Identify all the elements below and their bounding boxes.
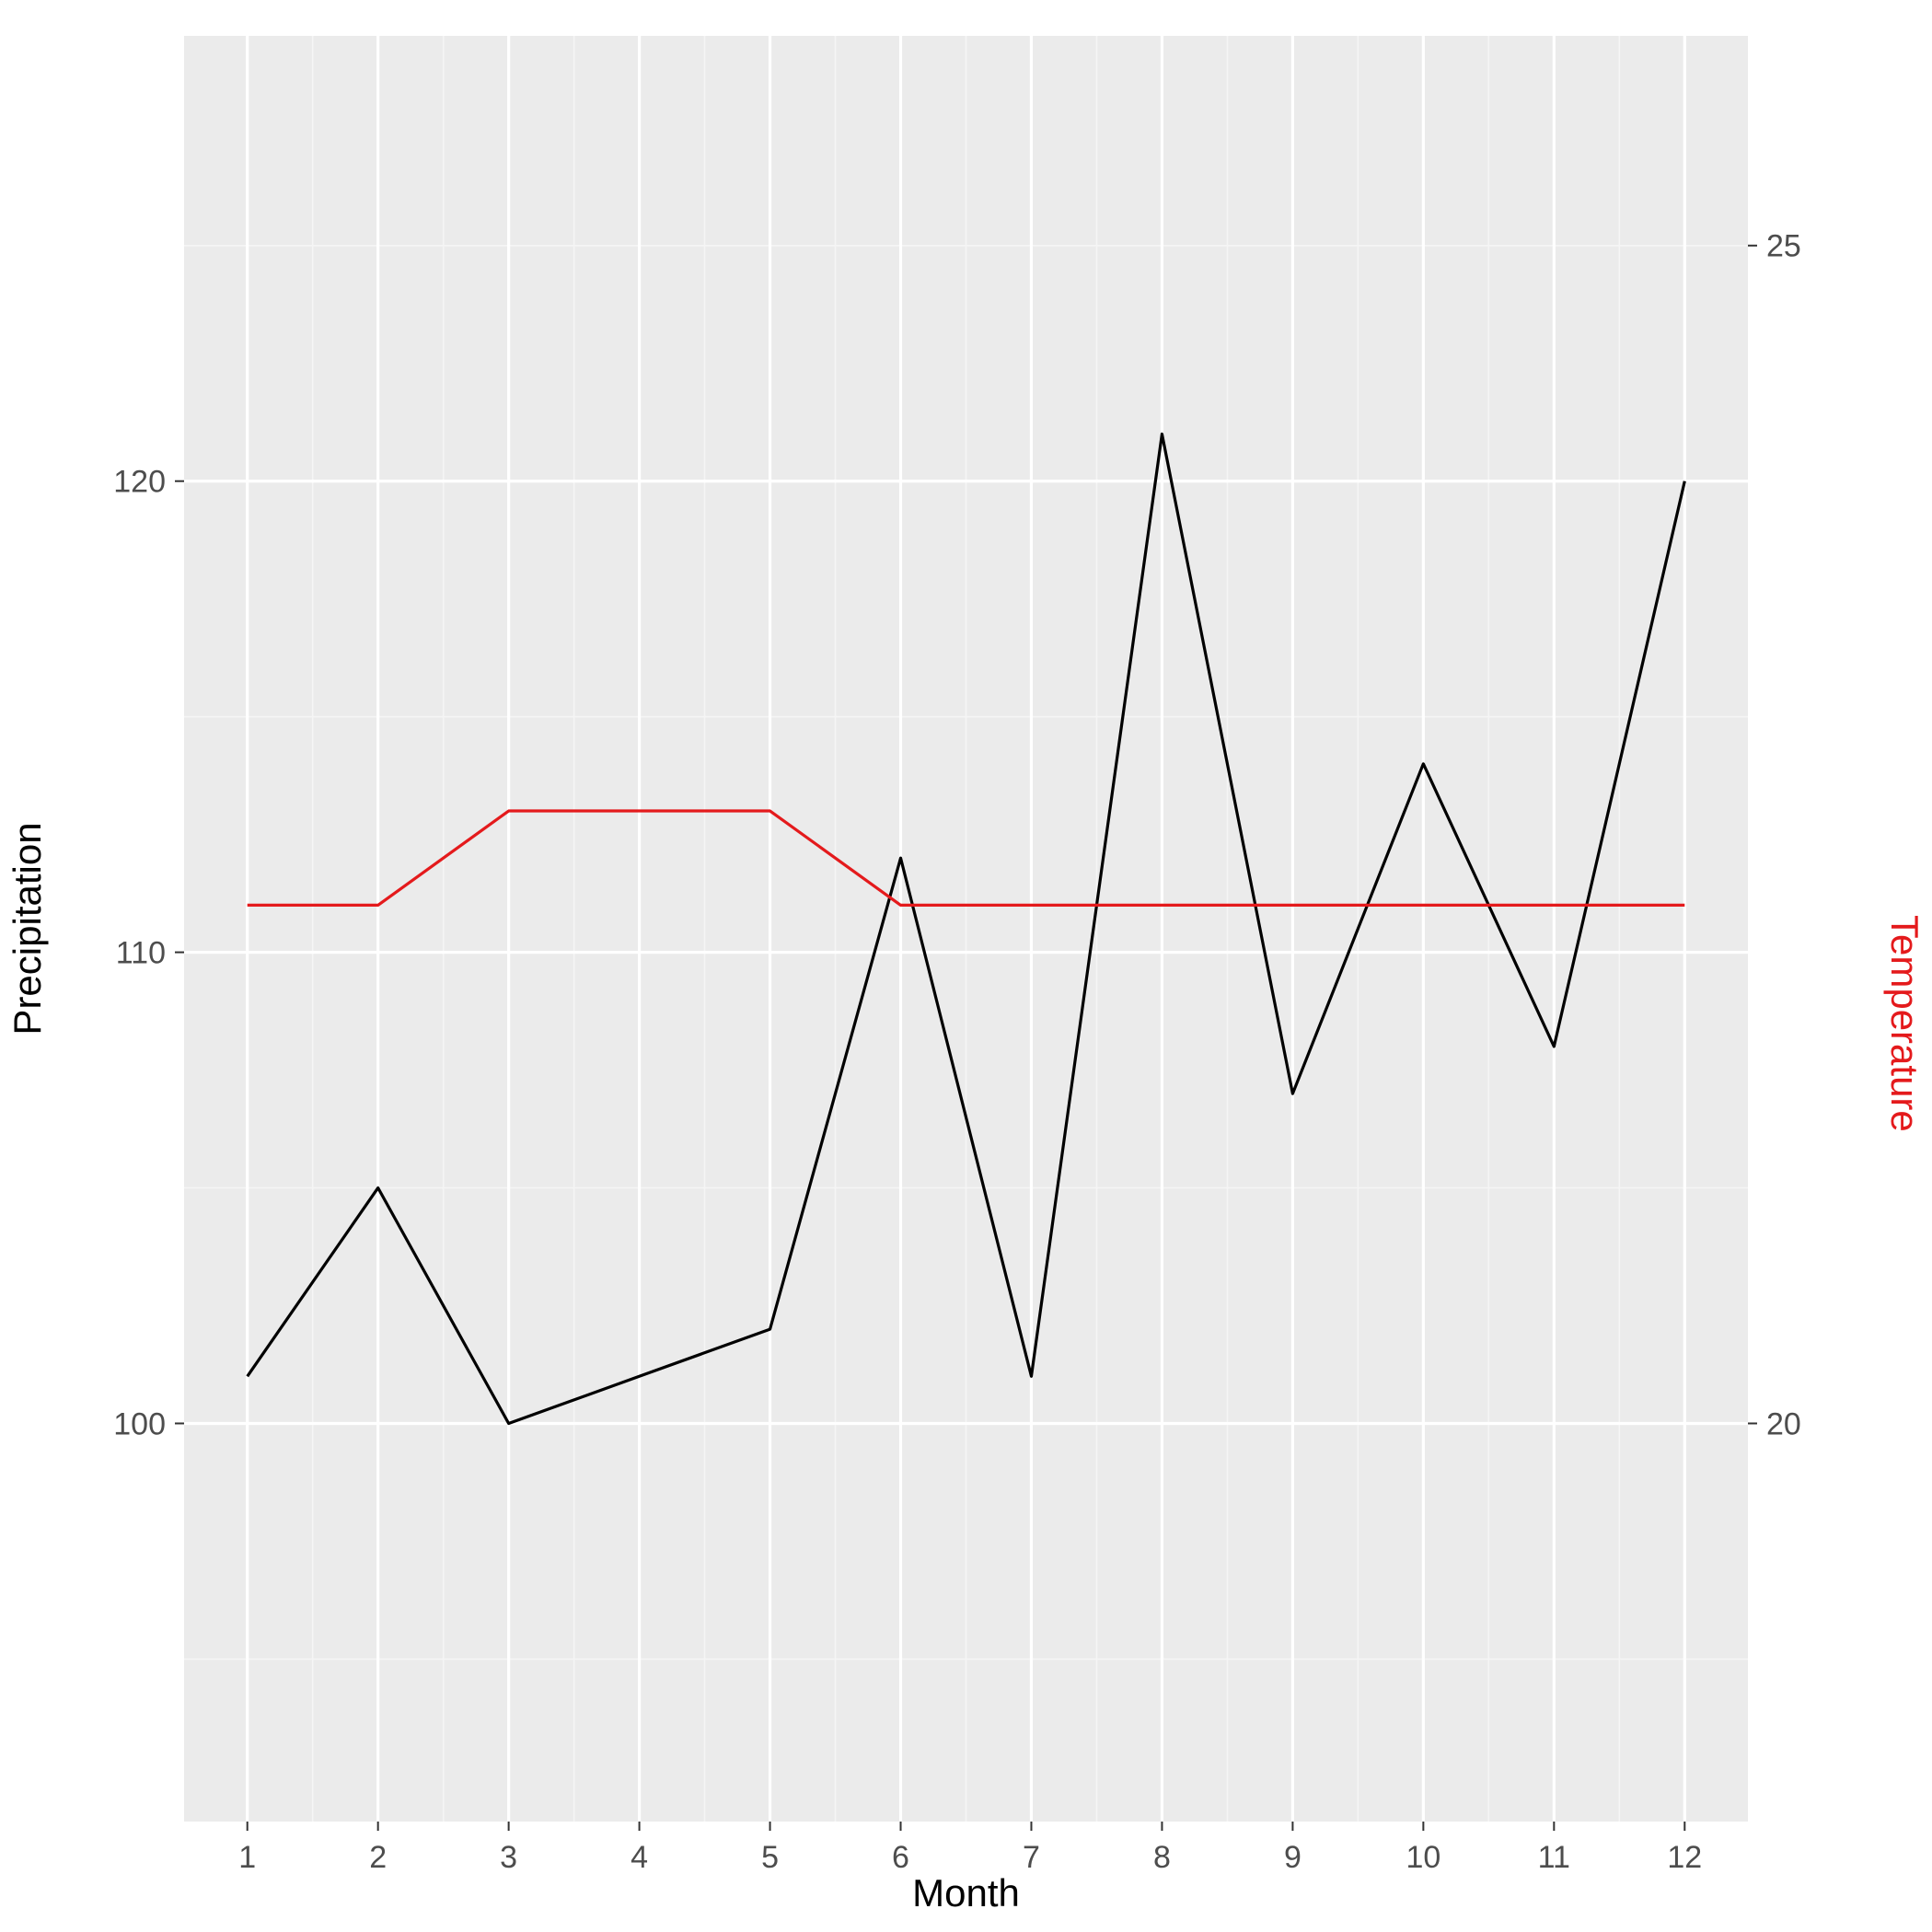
x-tick-label: 1: [238, 1840, 256, 1875]
x-tick-label: 4: [631, 1840, 648, 1875]
y-left-tick-label: 100: [113, 1406, 166, 1441]
x-tick-label: 9: [1284, 1840, 1301, 1875]
x-tick-label: 7: [1023, 1840, 1040, 1875]
x-tick-label: 10: [1406, 1840, 1440, 1875]
x-tick-label: 3: [500, 1840, 517, 1875]
y-right-tick-label: 20: [1766, 1406, 1801, 1441]
y-right-tick-label: 25: [1766, 229, 1801, 264]
x-tick-label: 11: [1538, 1840, 1570, 1875]
x-tick-label: 12: [1667, 1840, 1702, 1875]
y-left-axis-title: Precipitation: [6, 822, 50, 1035]
chart-svg: 1234567891011121001101202025: [0, 0, 1932, 1932]
x-tick-label: 5: [761, 1840, 779, 1875]
x-tick-label: 6: [892, 1840, 909, 1875]
y-left-tick-label: 120: [113, 465, 166, 500]
y-right-axis-title: Temperature: [1882, 915, 1926, 943]
chart-container: 1234567891011121001101202025 Precipitati…: [0, 0, 1932, 1932]
y-left-tick-label: 110: [116, 935, 166, 970]
x-tick-label: 2: [369, 1840, 387, 1875]
x-axis-title: Month: [912, 1871, 1020, 1915]
x-tick-label: 8: [1153, 1840, 1171, 1875]
